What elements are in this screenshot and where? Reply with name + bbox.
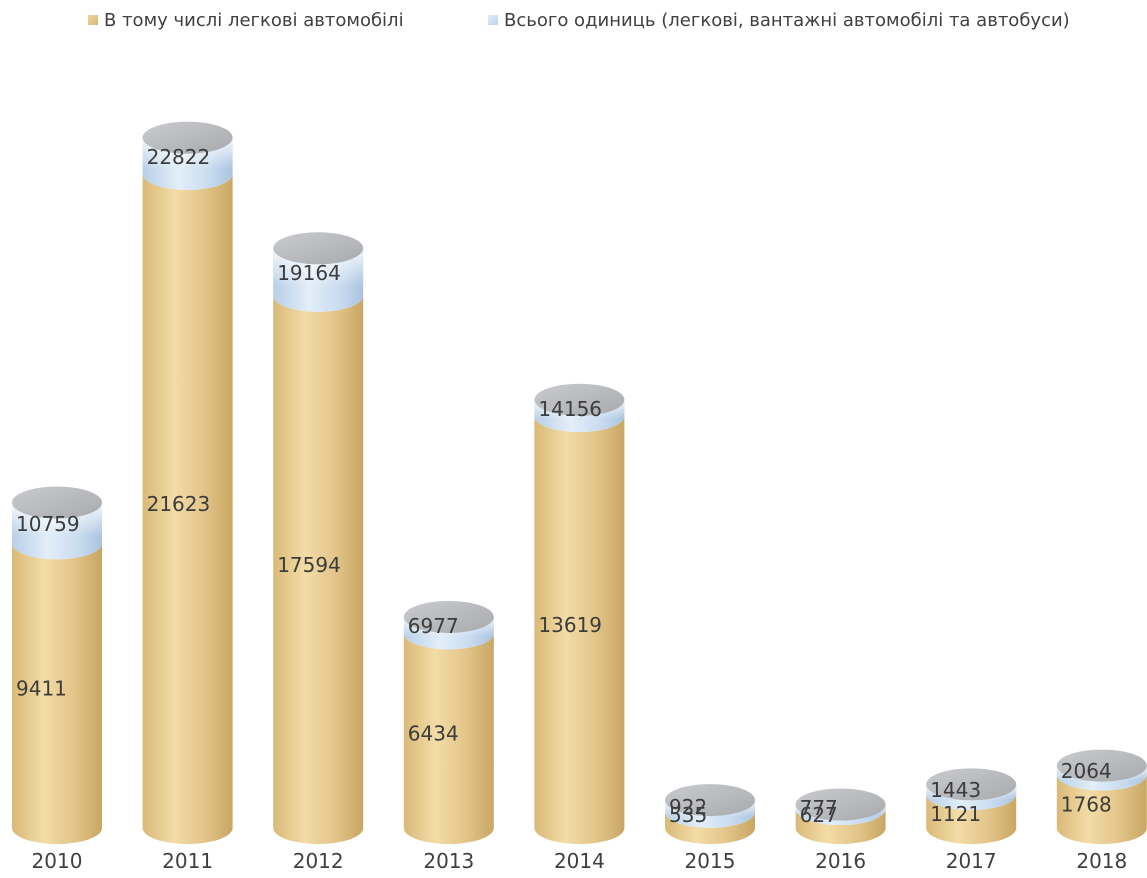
category-label: 2016 (815, 849, 866, 873)
value-label-cars: 13619 (538, 613, 602, 637)
bar-highlight (926, 784, 1017, 811)
value-label-total: 19164 (277, 261, 341, 285)
bar-highlight (1056, 765, 1147, 791)
value-label-cars: 21623 (147, 492, 211, 516)
bar-segment-cars (142, 173, 233, 845)
value-label-cars: 1121 (930, 802, 981, 826)
value-label-total: 777 (800, 796, 838, 820)
value-label-cars: 535 (669, 803, 707, 827)
value-label-cars: 6434 (408, 722, 459, 746)
category-label: 2017 (946, 849, 997, 873)
value-label-cars: 9411 (16, 677, 67, 701)
bar-top-cap (403, 600, 494, 633)
value-label-cars: 17594 (277, 553, 341, 577)
category-label: 2013 (423, 849, 474, 873)
category-labels-group: 2010 2011 2012 2013 2014 2015 2016 2017 2018 (32, 849, 1128, 873)
bar-top-cap (12, 486, 102, 519)
category-label: 2014 (554, 849, 605, 873)
category-label: 2018 (1076, 849, 1127, 873)
value-label-cars: 1768 (1061, 792, 1112, 816)
legend-item-total: Всього одиниць (легкові, вантажні автомо… (488, 10, 1070, 31)
category-label: 2010 (32, 849, 83, 873)
category-label: 2015 (685, 849, 736, 873)
legend-swatch-cars (88, 15, 98, 25)
bar-top-cap (665, 784, 755, 817)
bars-group (12, 121, 1147, 845)
legend-label-total: Всього одиниць (легкові, вантажні автомо… (504, 10, 1070, 31)
legend: В тому числі легкові автомобілі Всього о… (0, 10, 1147, 34)
bar-segment-cars (1056, 774, 1147, 844)
bar-top-cap (926, 768, 1017, 801)
category-label: 2012 (293, 849, 344, 873)
bar-segment-cars (665, 811, 755, 844)
value-label-total: 1443 (930, 778, 981, 802)
category-label: 2011 (162, 849, 213, 873)
bar-highlight (665, 800, 755, 828)
value-labels-group: 9411 10759 21623 22822 17594 19164 6434 6977 136… (16, 145, 1112, 827)
bar-segment-cars (273, 295, 364, 844)
bar-segment-cars (12, 543, 102, 844)
bar-highlight (795, 804, 886, 826)
value-label-total: 6977 (408, 614, 459, 638)
value-label-total: 922 (669, 795, 707, 819)
value-label-total: 22822 (147, 145, 211, 169)
bar-top-cap (795, 788, 886, 821)
bar-segment-cars (534, 416, 625, 844)
legend-item-cars: В тому числі легкові автомобілі (88, 10, 404, 31)
value-label-total: 10759 (16, 512, 80, 536)
value-label-total: 14156 (538, 397, 602, 421)
value-label-cars: 627 (800, 803, 838, 827)
bar-highlight (142, 137, 233, 190)
bar-segment-cars (926, 794, 1017, 844)
legend-swatch-total (488, 15, 498, 25)
bar-highlight (534, 399, 625, 433)
bar-top-cap (1056, 749, 1147, 782)
bar-segment-cars (403, 633, 494, 844)
bar-highlight (403, 616, 494, 650)
value-label-total: 2064 (1061, 759, 1112, 783)
bar-top-cap (273, 232, 364, 265)
bar-highlight (273, 248, 364, 312)
bar-highlight (12, 502, 102, 560)
bar-segment-cars (795, 809, 886, 844)
legend-label-cars: В тому числі легкові автомобілі (104, 10, 404, 31)
bar-top-cap (142, 121, 233, 154)
bar-top-cap (534, 383, 625, 416)
